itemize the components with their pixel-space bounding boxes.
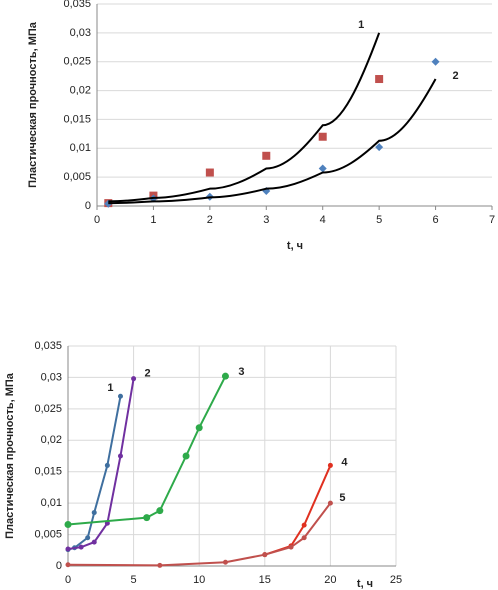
y-tick-label: 0,005	[63, 171, 91, 183]
point	[262, 552, 268, 558]
point	[375, 75, 384, 84]
point	[117, 453, 123, 459]
series-label: 5	[339, 492, 345, 504]
x-tick-label: 10	[193, 574, 205, 586]
x-tick-label: 2	[207, 214, 213, 226]
y-tick-label: 0,015	[34, 466, 62, 478]
point	[91, 510, 97, 516]
y-tick-label: 0,03	[41, 371, 62, 383]
series-line	[108, 32, 381, 203]
point	[195, 424, 203, 432]
point	[222, 559, 228, 565]
point	[143, 514, 151, 522]
x-tick-label: 6	[433, 214, 439, 226]
x-tick-label: 5	[376, 214, 382, 226]
point	[65, 546, 71, 552]
x-tick-label: 5	[131, 574, 137, 586]
series-label: 3	[238, 366, 244, 378]
y-tick-label: 0,03	[70, 27, 91, 39]
y-tick-label: 0,02	[70, 84, 91, 96]
point	[64, 521, 72, 529]
point	[327, 500, 333, 506]
point	[156, 507, 164, 515]
x-tick-label: 4	[320, 214, 326, 226]
point	[104, 462, 110, 468]
series-label: 2	[453, 70, 459, 82]
x-tick-label: 7	[489, 214, 495, 226]
point	[65, 562, 71, 568]
point	[318, 164, 327, 173]
series-line	[108, 78, 437, 205]
y-axis-label: Пластическая прочность, МПа	[27, 21, 39, 188]
x-tick-label: 0	[65, 574, 71, 586]
point	[301, 535, 307, 541]
point	[85, 535, 91, 541]
y-tick-label: 0,01	[70, 142, 91, 154]
point	[78, 544, 84, 550]
point	[262, 151, 271, 160]
y-tick-label: 0,01	[41, 497, 62, 509]
y-tick-label: 0	[56, 560, 62, 572]
y-tick-label: 0,005	[34, 528, 62, 540]
point	[117, 393, 123, 399]
point	[91, 539, 97, 545]
x-axis-label: t, ч	[357, 578, 373, 590]
point	[375, 143, 384, 152]
series-label: 1	[107, 382, 113, 394]
series-label: 4	[341, 456, 348, 468]
y-tick-label: 0,025	[63, 56, 91, 68]
series-label: 1	[358, 19, 364, 31]
y-tick-label: 0	[85, 200, 91, 212]
point	[301, 522, 307, 528]
x-axis-label: t, ч	[287, 240, 303, 252]
x-tick-label: 15	[259, 574, 271, 586]
point	[327, 462, 333, 468]
series-label: 2	[145, 368, 151, 380]
x-tick-label: 20	[324, 574, 336, 586]
x-tick-label: 1	[150, 214, 156, 226]
series-line	[67, 375, 227, 526]
series-line	[67, 396, 122, 551]
y-axis-label: Пластическая прочность, МПа	[4, 372, 16, 539]
point	[131, 376, 137, 382]
point	[288, 544, 294, 550]
x-tick-label: 3	[263, 214, 269, 226]
y-tick-label: 0,035	[63, 0, 91, 10]
point	[157, 562, 163, 568]
point	[431, 57, 440, 66]
y-tick-label: 0,015	[63, 113, 91, 125]
point	[318, 132, 327, 141]
y-tick-label: 0,025	[34, 403, 62, 415]
point	[221, 372, 229, 380]
x-tick-label: 0	[94, 214, 100, 226]
y-tick-label: 0,035	[34, 340, 62, 352]
y-tick-label: 0,02	[41, 434, 62, 446]
point	[205, 168, 214, 177]
point	[182, 452, 190, 460]
x-tick-label: 25	[390, 574, 402, 586]
